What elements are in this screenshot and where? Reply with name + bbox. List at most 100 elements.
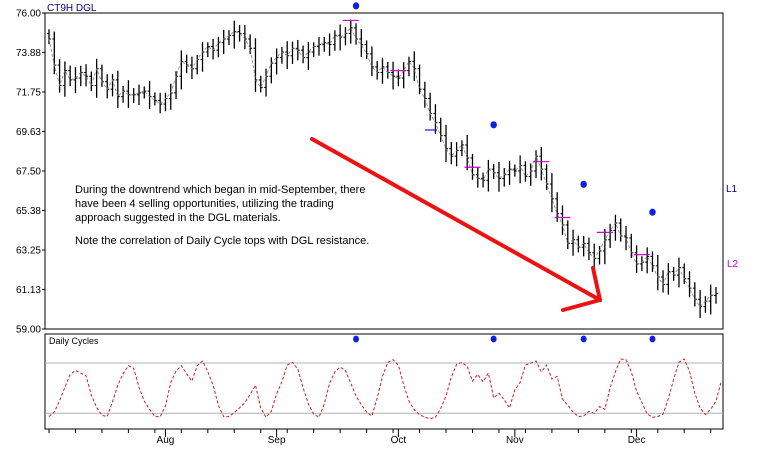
ohlc-bar	[576, 235, 581, 253]
ohlc-bar	[311, 42, 316, 58]
ohlc-bar	[666, 263, 671, 295]
price-plot-frame	[44, 12, 724, 330]
ohlc-bar	[332, 30, 337, 51]
ohlc-bar	[348, 19, 353, 44]
ohlc-bar	[274, 48, 279, 75]
ohlc-bar	[512, 164, 517, 177]
ohlc-bar	[486, 159, 491, 192]
ohlc-bar	[327, 33, 332, 56]
ohlc-bar	[131, 88, 136, 103]
ohlc-bar	[290, 41, 295, 64]
downtrend-arrow-shaft	[310, 137, 602, 302]
ohlc-bar	[459, 140, 464, 157]
ohlc-bar	[306, 41, 311, 70]
ohlc-bar	[200, 41, 205, 72]
ohlc-bar	[650, 251, 655, 272]
y-tick-label: 76.00	[16, 9, 41, 20]
ohlc-bar	[364, 40, 369, 60]
ohlc-bar	[99, 64, 104, 87]
ohlc-bar	[714, 286, 718, 304]
ohlc-bar	[380, 57, 385, 84]
ohlc-bar	[698, 290, 703, 318]
ohlc-bar	[237, 24, 242, 42]
ohlc-bar	[105, 74, 110, 99]
annotation-paragraph-1: During the downtrend which began in mid-…	[75, 184, 366, 224]
ohlc-bar	[639, 256, 644, 272]
ohlc-bar	[211, 38, 216, 60]
ohlc-bar	[369, 46, 374, 77]
downtrend-arrow-head-upper	[591, 266, 602, 302]
selling-opportunity-marker	[352, 2, 360, 10]
ohlc-bar	[136, 84, 141, 106]
ohlc-bar	[549, 173, 554, 213]
ohlc-bar	[121, 86, 126, 103]
ohlc-bar	[438, 117, 443, 142]
ohlc-bar	[301, 45, 306, 64]
ohlc-bar	[523, 161, 528, 182]
chart-title: CT9H DGL	[47, 3, 97, 14]
ohlc-bar	[89, 71, 94, 92]
y-tick-label: 67.50	[16, 167, 41, 178]
ohlc-bar	[608, 223, 613, 248]
annotation-paragraph-2: Note the correlation of Daily Cycle tops…	[75, 235, 370, 247]
ohlc-bar	[676, 257, 681, 288]
selling-opportunity-marker	[580, 180, 587, 188]
ohlc-bar	[613, 214, 618, 241]
ohlc-bar	[507, 160, 512, 185]
ohlc-bar	[449, 142, 454, 165]
ohlc-bar	[174, 71, 179, 100]
ohlc-bar	[586, 237, 591, 260]
ohlc-bar	[422, 81, 427, 108]
ohlc-bar	[661, 270, 666, 293]
cycle-top-marker	[490, 335, 497, 343]
ohlc-bar	[62, 61, 67, 97]
ohlc-bar	[322, 36, 327, 52]
month-label: Aug	[157, 435, 175, 446]
y-tick-label: 59.00	[16, 325, 41, 336]
ohlc-bar	[47, 29, 51, 45]
ohlc-bar	[708, 284, 713, 315]
ohlc-bar	[592, 243, 597, 270]
ohlc-bar	[221, 29, 226, 54]
ohlc-bar	[189, 56, 194, 79]
ohlc-bar	[163, 92, 168, 112]
ohlc-bar	[68, 65, 73, 87]
ohlc-bar	[316, 37, 321, 56]
ohlc-bar	[634, 245, 639, 274]
y-tick-label: 63.25	[16, 246, 41, 257]
ohlc-bar	[687, 271, 692, 298]
ohlc-bar	[279, 47, 284, 64]
ohlc-bar	[216, 36, 221, 58]
ohlc-bar	[269, 57, 274, 84]
ohlc-bar	[385, 61, 390, 79]
ohlc-bar	[248, 34, 253, 54]
y-tick-label: 69.63	[16, 127, 41, 138]
y-tick-label: 65.38	[16, 206, 41, 217]
selling-opportunity-marker	[490, 121, 497, 129]
y-tick-label: 61.13	[16, 285, 41, 296]
daily-cycle-line	[48, 358, 722, 420]
ohlc-bar	[539, 146, 544, 181]
cycle-plot-frame	[44, 333, 724, 430]
ohlc-bar	[396, 69, 401, 87]
month-label: Oct	[391, 435, 407, 446]
ohlc-bar	[147, 81, 152, 109]
ohlc-bar	[152, 92, 157, 106]
y-tick-label: 73.88	[16, 48, 41, 59]
ohlc-bar	[354, 23, 359, 45]
ohlc-bar	[359, 28, 364, 57]
ohlc-bar	[94, 58, 99, 98]
ohlc-bar	[602, 228, 607, 265]
ohlc-bar	[205, 42, 210, 58]
ohlc-bar	[84, 64, 89, 87]
ohlc-bar	[444, 124, 449, 162]
ohlc-bar	[57, 59, 62, 93]
ohlc-bar	[645, 247, 650, 274]
selling-opportunity-marker	[649, 208, 656, 216]
ohlc-bar	[375, 61, 380, 80]
ohlc-bar	[232, 20, 237, 49]
ohlc-bar	[428, 92, 433, 121]
cycle-top-marker	[353, 335, 360, 343]
